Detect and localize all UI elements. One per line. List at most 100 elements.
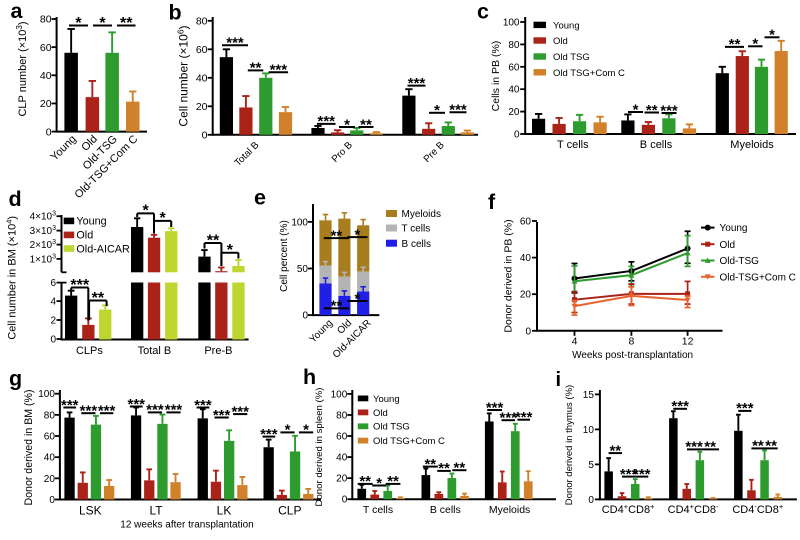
svg-text:6: 6: [50, 278, 56, 289]
svg-text:Old TSG: Old TSG: [373, 422, 410, 433]
svg-text:*: *: [303, 422, 309, 439]
svg-text:Old: Old: [373, 408, 388, 419]
svg-text:Old-AICAR: Old-AICAR: [76, 243, 130, 255]
svg-text:0: 0: [202, 129, 208, 141]
svg-text:Myeloids: Myeloids: [489, 504, 530, 516]
svg-text:Old-TSG: Old-TSG: [720, 256, 760, 267]
svg-text:5: 5: [588, 460, 594, 471]
svg-text:c: c: [477, 0, 489, 24]
svg-text:**: **: [92, 290, 105, 307]
svg-text:***: ***: [213, 407, 231, 424]
svg-text:***: ***: [98, 403, 116, 420]
svg-text:20: 20: [508, 107, 520, 118]
svg-text:Pre-B: Pre-B: [204, 345, 232, 357]
svg-text:Donor derived in thymus (%): Donor derived in thymus (%): [564, 385, 575, 505]
svg-text:*: *: [75, 15, 82, 32]
svg-text:Myeloids: Myeloids: [730, 139, 774, 151]
svg-text:CD4+CD8+: CD4+CD8+: [602, 502, 655, 516]
svg-text:CLP: CLP: [278, 504, 301, 518]
svg-text:*: *: [376, 475, 382, 492]
svg-text:60: 60: [44, 432, 56, 443]
svg-text:CLPs: CLPs: [76, 345, 103, 357]
svg-text:*: *: [99, 15, 106, 32]
svg-text:20: 20: [196, 101, 208, 113]
svg-text:40: 40: [336, 453, 348, 464]
svg-text:Cell percent (%): Cell percent (%): [279, 220, 290, 292]
svg-text:**: **: [765, 438, 777, 455]
svg-text:0: 0: [46, 126, 52, 138]
svg-text:60: 60: [40, 42, 52, 54]
svg-text:40: 40: [508, 85, 520, 96]
svg-text:T cells: T cells: [402, 224, 431, 235]
svg-text:B cells: B cells: [640, 139, 673, 151]
svg-text:Myeloids: Myeloids: [402, 209, 441, 220]
svg-text:B cells: B cells: [430, 504, 461, 516]
svg-text:LSK: LSK: [79, 504, 102, 518]
svg-text:***: ***: [260, 426, 278, 443]
svg-text:12: 12: [682, 336, 694, 348]
svg-text:Young: Young: [76, 216, 106, 228]
svg-text:10: 10: [583, 425, 595, 436]
svg-text:40: 40: [44, 453, 56, 464]
svg-text:***: ***: [61, 397, 79, 414]
svg-text:Weeks post-transplantation: Weeks post-transplantation: [572, 350, 693, 361]
svg-text:**: **: [207, 232, 220, 249]
svg-text:***: ***: [408, 75, 426, 92]
svg-text:g: g: [9, 367, 22, 391]
svg-text:*: *: [633, 101, 639, 118]
svg-text:50: 50: [297, 264, 309, 275]
svg-text:Young: Young: [373, 394, 400, 405]
svg-text:***: ***: [317, 113, 335, 130]
svg-text:Donor derived in BM (%): Donor derived in BM (%): [23, 390, 35, 506]
svg-text:**: **: [360, 116, 372, 133]
svg-text:CD4+CD8-: CD4+CD8-: [668, 502, 719, 516]
svg-text:Old: Old: [720, 240, 736, 251]
svg-text:**: **: [609, 442, 621, 459]
svg-text:100: 100: [331, 389, 348, 400]
svg-text:*: *: [752, 36, 758, 53]
svg-text:LT: LT: [149, 504, 163, 518]
svg-text:60: 60: [520, 217, 532, 228]
svg-text:a: a: [11, 0, 24, 23]
svg-text:***: ***: [146, 402, 164, 419]
svg-text:**: **: [424, 456, 436, 473]
svg-text:***: ***: [231, 403, 249, 420]
svg-text:Cell number (×106): Cell number (×106): [176, 25, 191, 126]
svg-text:***: ***: [633, 466, 651, 483]
svg-text:f: f: [488, 190, 496, 214]
svg-text:80: 80: [40, 14, 52, 26]
svg-text:***: ***: [194, 397, 212, 414]
svg-text:40: 40: [40, 70, 52, 82]
svg-text:80: 80: [44, 410, 56, 421]
svg-text:CD4-CD8+: CD4-CD8+: [732, 502, 784, 516]
svg-text:***: ***: [685, 439, 703, 456]
svg-text:80: 80: [196, 15, 208, 27]
svg-text:*: *: [354, 226, 360, 243]
svg-text:80: 80: [508, 40, 520, 51]
svg-text:**: **: [704, 439, 716, 456]
svg-text:**: **: [454, 460, 466, 477]
svg-text:T cells: T cells: [363, 504, 393, 516]
svg-text:**: **: [120, 15, 133, 32]
svg-text:*: *: [142, 203, 149, 220]
svg-text:0: 0: [514, 130, 520, 141]
svg-text:Total B: Total B: [138, 345, 172, 357]
svg-text:Old TSG: Old TSG: [553, 52, 590, 63]
svg-text:0: 0: [525, 326, 531, 337]
svg-text:Cell number in BM (×104): Cell number in BM (×104): [5, 216, 19, 340]
svg-text:100: 100: [38, 389, 55, 400]
svg-text:Old-TSG+Com C: Old-TSG+Com C: [720, 272, 796, 283]
svg-text:Old TSG+Com C: Old TSG+Com C: [553, 68, 625, 79]
svg-text:***: ***: [671, 398, 689, 415]
svg-text:B cells: B cells: [402, 239, 431, 250]
svg-text:Young: Young: [720, 223, 748, 234]
svg-text:*: *: [354, 290, 360, 307]
svg-text:20: 20: [336, 474, 348, 485]
svg-text:4×103: 4×103: [30, 211, 57, 223]
svg-text:**: **: [438, 460, 450, 477]
svg-text:Donor derived in PB (%): Donor derived in PB (%): [503, 219, 515, 332]
svg-text:***: ***: [165, 402, 183, 419]
svg-text:*: *: [227, 242, 234, 259]
svg-text:40: 40: [196, 72, 208, 84]
svg-text:15: 15: [583, 390, 595, 401]
